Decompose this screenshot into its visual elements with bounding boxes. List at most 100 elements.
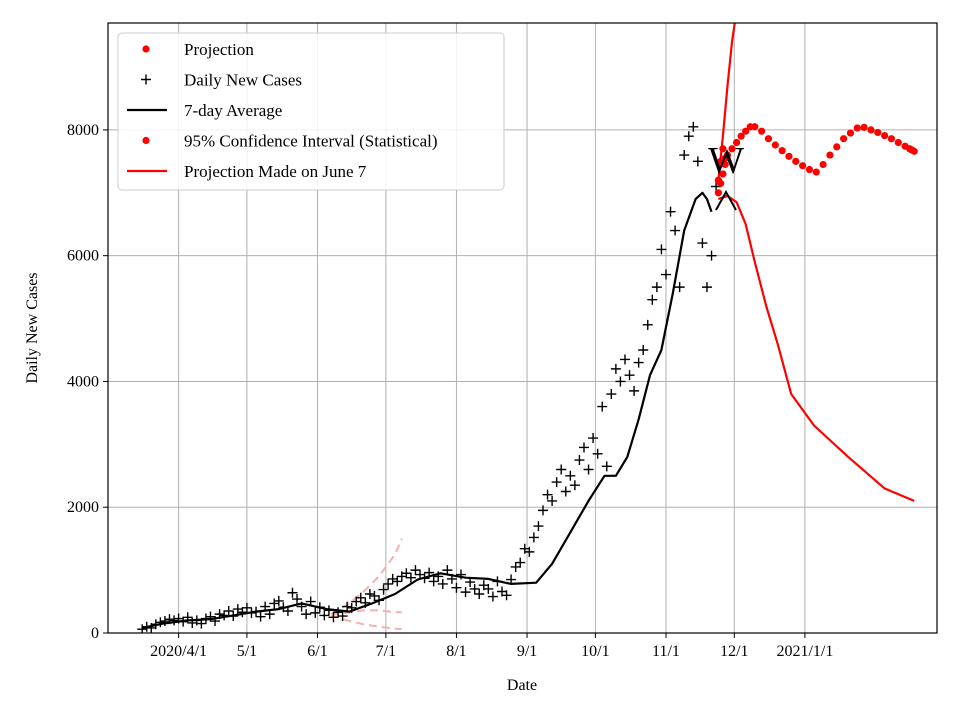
projection-point [881, 131, 889, 140]
data-point-marker [228, 611, 239, 622]
series-line [141, 191, 713, 630]
data-point-marker [364, 589, 375, 600]
x-tick-label: 12/1 [720, 643, 748, 660]
legend: Projection Daily New Cases 7-day Average 95… [117, 32, 505, 191]
series-8 [330, 614, 402, 631]
projection-point [758, 127, 766, 135]
data-point-marker [210, 616, 221, 627]
projection-point [860, 123, 868, 131]
data-point-marker [642, 319, 653, 330]
projection-point [751, 123, 759, 131]
y-tick-label: 0 [91, 625, 99, 642]
data-point-marker [592, 448, 603, 459]
data-point-marker [583, 464, 594, 475]
data-point-marker [492, 576, 503, 587]
data-point-marker [437, 578, 448, 589]
data-point-marker [310, 607, 321, 618]
data-point-marker [578, 442, 589, 453]
projection-point [714, 176, 722, 184]
data-point-marker [674, 282, 685, 293]
projection-point [719, 145, 727, 153]
annotation-label: W [708, 140, 744, 182]
data-point-marker [155, 617, 166, 628]
x-tick-label: 6/1 [307, 643, 327, 660]
projection-point [728, 145, 736, 153]
data-point-marker [301, 609, 312, 620]
legend-symbol [141, 74, 151, 85]
data-point-marker [182, 612, 193, 623]
projection-point [714, 189, 722, 197]
projection-point [764, 135, 773, 143]
data-point-marker [273, 595, 284, 606]
data-point-marker [169, 615, 180, 626]
data-point-marker [200, 613, 211, 624]
data-point-marker [647, 294, 658, 305]
y-tick-label: 2000 [67, 499, 99, 516]
data-point-marker [255, 611, 266, 622]
data-point-marker [683, 131, 694, 142]
data-point-marker [697, 238, 708, 249]
legend-dot [142, 45, 150, 53]
data-point-marker [251, 606, 262, 617]
projection-point [887, 135, 896, 143]
data-point-marker [533, 521, 544, 532]
data-point-marker [214, 609, 225, 620]
projection-point [719, 170, 727, 178]
annotation-caret [715, 189, 737, 211]
data-point-marker [419, 573, 430, 584]
data-point-marker [164, 614, 175, 625]
data-point-marker [633, 357, 644, 368]
data-point-marker [141, 621, 152, 632]
legend-label: 95% Confidence Interval (Statistical) [184, 132, 438, 151]
data-point-marker [465, 577, 476, 588]
x-tick-label: 2021/1/1 [776, 643, 833, 660]
legend-label: Daily New Cases [184, 71, 302, 90]
legend-symbol [142, 45, 150, 53]
data-point-marker [679, 150, 690, 161]
y-tick-label: 8000 [67, 122, 99, 139]
data-point-marker [483, 583, 494, 594]
projection-point [874, 128, 882, 137]
data-point-marker [355, 592, 366, 603]
data-point-marker [537, 505, 548, 516]
projection-point [894, 138, 902, 147]
x-tick-label: 5/1 [237, 643, 257, 660]
data-point-marker [383, 578, 394, 589]
data-point-marker [328, 612, 339, 623]
series-0 [714, 123, 918, 197]
data-point-marker [387, 573, 398, 584]
data-point-marker [378, 584, 389, 595]
series-7 [331, 609, 402, 616]
x-tick-label: 11/1 [652, 643, 680, 660]
data-point-marker [692, 156, 703, 167]
data-point-marker [319, 610, 330, 621]
projection-point [805, 165, 814, 174]
data-point-marker [542, 489, 553, 500]
data-point-marker [665, 206, 676, 217]
projection-point [771, 141, 779, 149]
data-point-marker [342, 601, 353, 612]
y-axis-title: Daily New Cases [24, 272, 41, 383]
data-point-marker [569, 480, 580, 491]
legend-label: 7-day Average [184, 101, 282, 120]
data-point-marker [501, 590, 512, 601]
data-point-marker [606, 389, 617, 400]
projection-point [799, 162, 807, 170]
projection-point [732, 138, 741, 147]
x-tick-label: 7/1 [376, 643, 396, 660]
projection-point [792, 157, 800, 165]
data-point-marker [528, 532, 539, 543]
x-axis-ticks: 2020/4/1 5/1 6/1 7/1 8/1 9/1 10/1 11/1 12/1 2021/… [150, 633, 833, 660]
data-point-marker [560, 486, 571, 497]
data-point-marker [510, 561, 521, 572]
data-point-marker [670, 225, 681, 236]
data-point-marker [178, 616, 189, 627]
data-point-marker [287, 587, 298, 598]
data-point-marker [601, 461, 612, 472]
data-point-marker [610, 363, 621, 374]
data-point-marker [150, 619, 161, 630]
data-point-marker [296, 601, 307, 612]
data-point-marker [433, 571, 444, 582]
data-point-marker [551, 477, 562, 488]
x-tick-label: 2020/4/1 [150, 643, 207, 660]
